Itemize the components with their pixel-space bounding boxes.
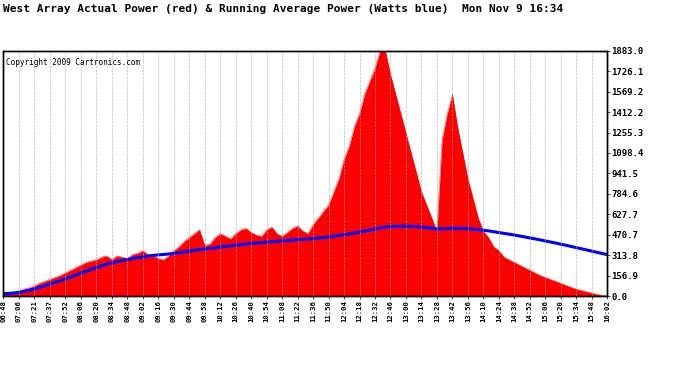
Text: West Array Actual Power (red) & Running Average Power (Watts blue)  Mon Nov 9 16: West Array Actual Power (red) & Running …	[3, 4, 564, 14]
Text: Copyright 2009 Cartronics.com: Copyright 2009 Cartronics.com	[6, 58, 141, 67]
